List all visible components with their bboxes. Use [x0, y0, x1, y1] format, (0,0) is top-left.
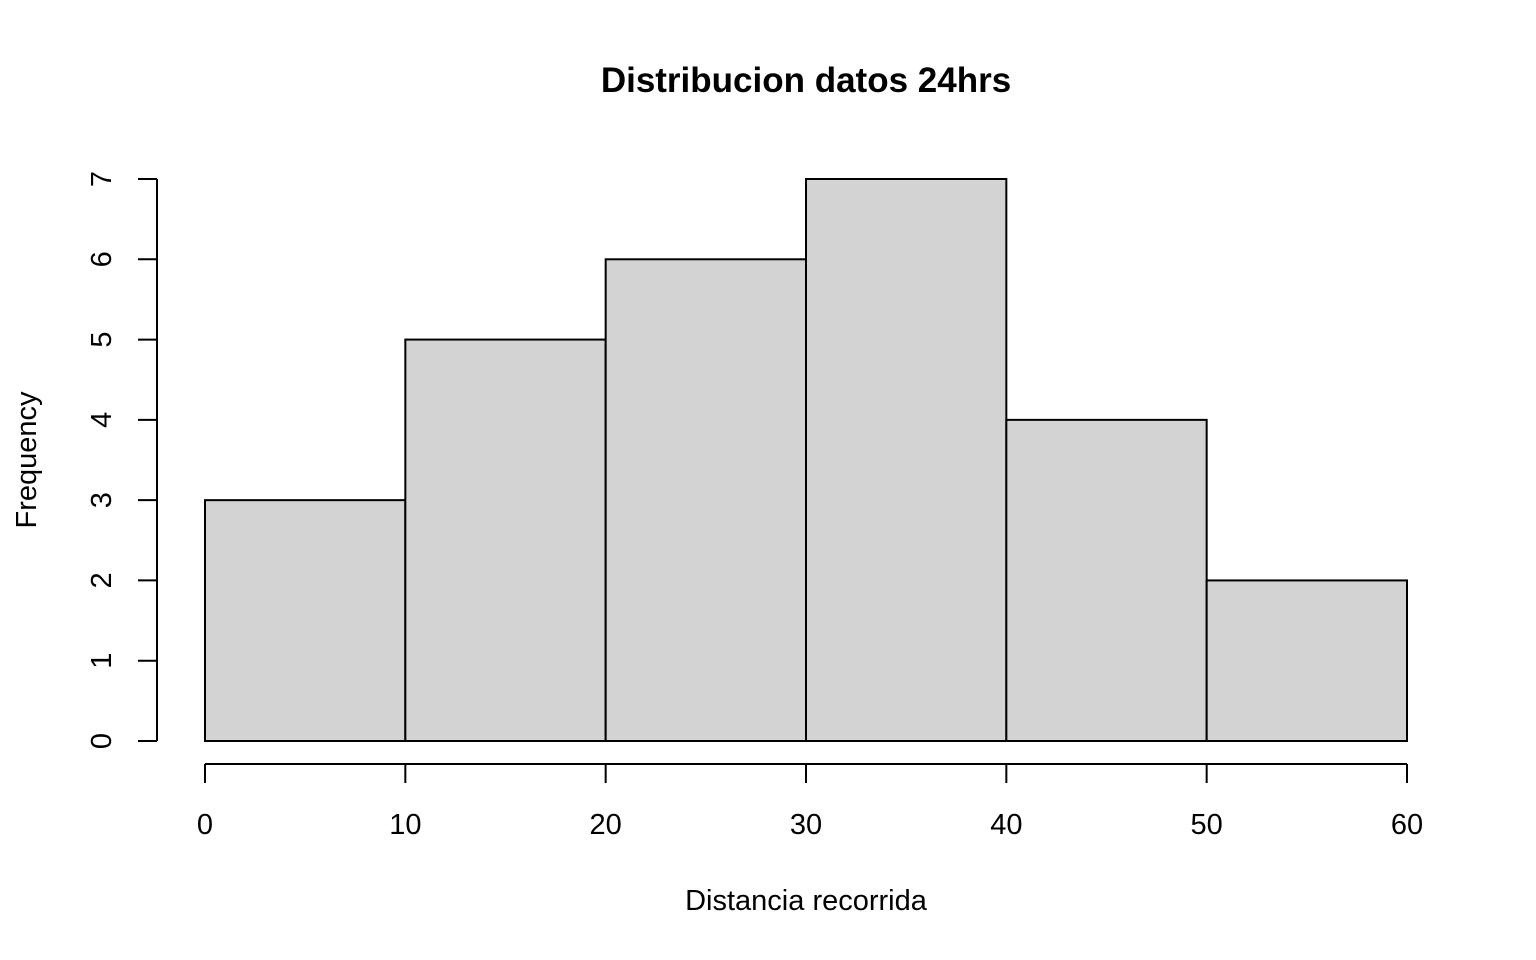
- y-tick-label: 3: [86, 492, 118, 508]
- x-tick-label: 20: [590, 809, 622, 841]
- x-tick-label: 50: [1191, 809, 1223, 841]
- histogram-bar-2: [404, 338, 607, 742]
- bars-group: [204, 178, 1408, 743]
- histogram-bar-4: [805, 178, 1008, 742]
- chart-title: Distribucion datos 24hrs: [601, 61, 1011, 100]
- histogram-bar-3: [604, 258, 808, 742]
- x-tick-label: 40: [990, 809, 1022, 841]
- y-tick-label: 7: [86, 171, 118, 187]
- y-tick-label: 6: [86, 251, 118, 267]
- x-tick-label: 30: [790, 809, 822, 841]
- y-axis: 0 1 2 3 4 5 6 7: [86, 171, 158, 749]
- y-tick-label: 4: [86, 412, 118, 428]
- x-axis-label: Distancia recorrida: [685, 885, 928, 917]
- y-tick-label: 5: [86, 332, 118, 348]
- x-tick-label: 60: [1391, 809, 1423, 841]
- x-tick-label: 0: [197, 809, 213, 841]
- y-tick-label: 0: [86, 733, 118, 749]
- y-tick-label: 2: [86, 572, 118, 588]
- histogram-bar-1: [204, 499, 407, 742]
- y-axis-label: Frequency: [11, 391, 43, 529]
- x-axis: 0 10 20 30 40 50 60: [197, 763, 1423, 841]
- x-tick-label: 10: [389, 809, 421, 841]
- y-tick-label: 1: [86, 653, 118, 669]
- histogram-bar-5: [1005, 418, 1208, 742]
- histogram-bar-6: [1205, 579, 1408, 743]
